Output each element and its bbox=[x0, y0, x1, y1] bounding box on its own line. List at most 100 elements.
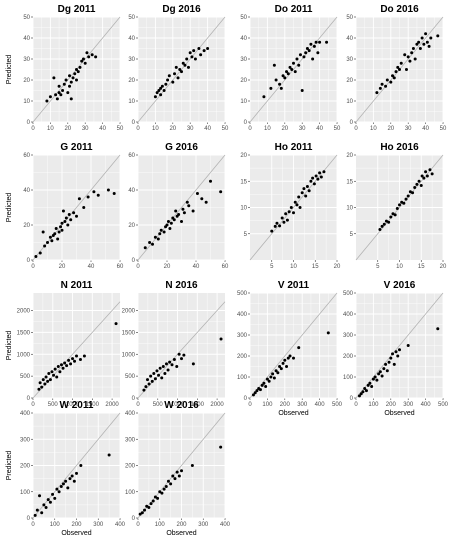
data-point bbox=[172, 218, 176, 222]
x-tick-label: 50 bbox=[117, 126, 124, 132]
data-point bbox=[380, 82, 384, 86]
x-tick-label: 0 bbox=[136, 402, 140, 408]
data-point bbox=[59, 363, 63, 367]
data-point bbox=[52, 76, 56, 80]
data-point bbox=[186, 65, 190, 69]
data-point bbox=[80, 59, 84, 63]
data-point bbox=[174, 65, 178, 69]
data-point bbox=[398, 68, 401, 71]
data-point bbox=[90, 53, 94, 57]
data-point bbox=[396, 65, 400, 69]
x-tick-label: 10 bbox=[290, 264, 297, 270]
data-point bbox=[160, 376, 164, 380]
data-point bbox=[56, 237, 60, 241]
data-point bbox=[370, 384, 374, 388]
data-point bbox=[143, 246, 147, 250]
data-point bbox=[182, 211, 186, 215]
data-point bbox=[262, 381, 266, 385]
data-point bbox=[181, 207, 185, 211]
y-axis-label: Predicted bbox=[6, 55, 13, 85]
data-point bbox=[66, 223, 70, 227]
data-point bbox=[60, 221, 64, 225]
data-point bbox=[33, 513, 37, 517]
y-tick-label: 100 bbox=[237, 375, 248, 381]
data-point bbox=[77, 197, 81, 201]
data-point bbox=[280, 216, 284, 220]
x-tick-label: 40 bbox=[316, 126, 323, 132]
y-tick-label: 400 bbox=[237, 312, 248, 318]
data-point bbox=[57, 490, 61, 494]
y-tick-label: 50 bbox=[346, 15, 353, 21]
data-point bbox=[398, 348, 401, 352]
data-point bbox=[44, 506, 48, 509]
data-point bbox=[285, 218, 289, 222]
data-point bbox=[378, 86, 382, 90]
data-point bbox=[393, 213, 397, 217]
x-tick-label: 300 bbox=[93, 522, 104, 528]
data-point bbox=[160, 84, 164, 88]
x-tick-label: 30 bbox=[187, 126, 194, 132]
y-tick-label: 30 bbox=[346, 57, 353, 63]
data-point bbox=[61, 482, 65, 486]
data-point bbox=[396, 354, 400, 358]
x-tick-label: 1500 bbox=[191, 402, 205, 408]
x-tick-label: 10 bbox=[264, 126, 271, 132]
y-tick-label: 100 bbox=[20, 490, 31, 496]
data-point bbox=[413, 57, 417, 61]
data-point bbox=[253, 391, 257, 395]
x-tick-label: 30 bbox=[299, 126, 306, 132]
identity-line bbox=[249, 292, 338, 399]
data-point bbox=[57, 230, 61, 234]
y-tick-label: 1000 bbox=[122, 352, 136, 358]
data-point bbox=[359, 392, 363, 396]
data-point bbox=[78, 358, 82, 361]
data-point bbox=[385, 78, 389, 82]
data-point bbox=[180, 469, 183, 473]
x-tick-label: 30 bbox=[405, 126, 412, 132]
data-point bbox=[60, 228, 64, 232]
y-tick-label: 500 bbox=[125, 374, 136, 380]
data-point bbox=[63, 220, 67, 223]
data-point bbox=[287, 210, 291, 214]
x-tick-label: 500 bbox=[48, 402, 59, 408]
data-point bbox=[380, 374, 384, 378]
x-tick-label: 0 bbox=[354, 126, 358, 132]
data-point bbox=[197, 47, 201, 50]
data-point bbox=[422, 42, 426, 46]
x-tick-label: 0 bbox=[248, 126, 252, 132]
data-point bbox=[53, 496, 57, 500]
data-point bbox=[87, 55, 91, 59]
data-point bbox=[272, 376, 276, 380]
data-point bbox=[175, 470, 179, 474]
data-point bbox=[304, 194, 308, 198]
data-point bbox=[174, 209, 178, 213]
data-point bbox=[278, 224, 282, 228]
x-tick-label: 5 bbox=[270, 264, 274, 270]
data-point bbox=[143, 508, 147, 512]
data-point bbox=[81, 57, 85, 61]
y-tick-label: 50 bbox=[23, 15, 30, 21]
data-point bbox=[262, 95, 266, 99]
data-point bbox=[148, 241, 152, 244]
data-point bbox=[326, 331, 330, 335]
x-tick-label: 200 bbox=[176, 522, 187, 528]
data-point bbox=[51, 492, 55, 496]
data-point bbox=[297, 346, 301, 350]
data-point bbox=[59, 225, 63, 229]
data-point bbox=[42, 503, 46, 507]
data-point bbox=[75, 471, 78, 475]
x-tick-label: 0 bbox=[136, 522, 140, 528]
data-point bbox=[199, 53, 203, 57]
data-point bbox=[309, 179, 313, 183]
x-tick-label: 40 bbox=[204, 126, 211, 132]
y-tick-label: 0 bbox=[244, 120, 248, 126]
data-point bbox=[314, 174, 318, 178]
data-point bbox=[297, 195, 301, 199]
data-point bbox=[292, 61, 295, 65]
data-point bbox=[53, 367, 57, 371]
data-point bbox=[68, 477, 72, 481]
data-point bbox=[361, 390, 365, 394]
data-point bbox=[75, 354, 78, 358]
data-point bbox=[371, 377, 375, 381]
identity-line bbox=[137, 16, 226, 123]
